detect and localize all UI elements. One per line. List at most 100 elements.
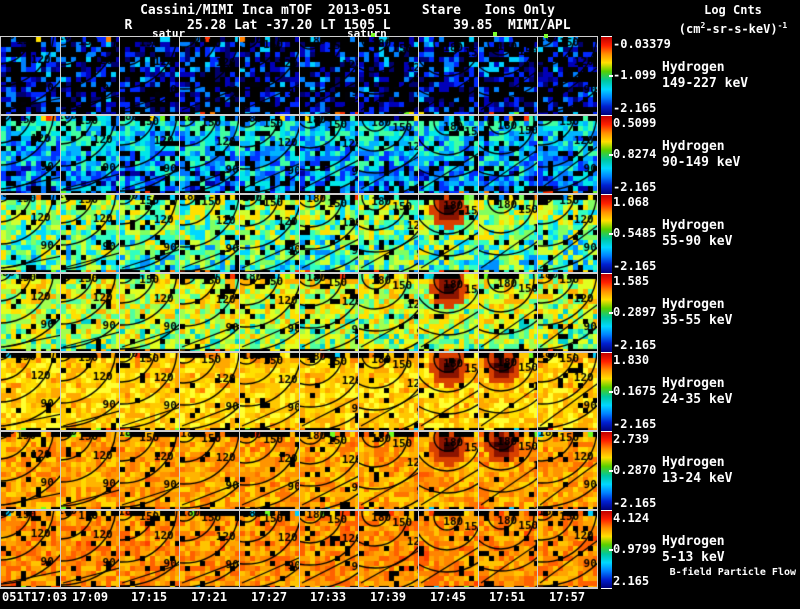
heatmap-panel-r3-c10 bbox=[538, 195, 597, 272]
heatmap-panel-r3-c8 bbox=[419, 195, 478, 272]
energy-band-label-row2: Hydrogen 90-149 keV bbox=[662, 139, 740, 171]
heatmap-panel-r2-c2 bbox=[61, 116, 119, 193]
heatmap-panel-r6-c1 bbox=[1, 432, 60, 509]
heatmap-panel-r1-c9 bbox=[479, 37, 537, 114]
heatmap-panel-r7-c7 bbox=[359, 511, 418, 587]
heatmap-panel-r4-c4 bbox=[180, 274, 239, 351]
energy-range-label: 35-55 keV bbox=[662, 313, 733, 328]
heatmap-panel-r4-c3 bbox=[120, 274, 179, 351]
heatmap-panel-r1-c6 bbox=[300, 37, 358, 114]
time-tick-2: 17:09 bbox=[72, 590, 109, 604]
energy-band-label-row5: Hydrogen 24-35 keV bbox=[662, 376, 732, 408]
energy-band-label-row7: Hydrogen 5-13 keV bbox=[662, 534, 725, 566]
heatmap-panel-r1-c5 bbox=[240, 37, 299, 114]
time-tick-4: 17:21 bbox=[191, 590, 228, 604]
heatmap-panel-r6-c6 bbox=[300, 432, 358, 509]
energy-range-label: 13-24 keV bbox=[662, 471, 733, 486]
heatmap-panel-r2-c9 bbox=[479, 116, 537, 193]
species-label: Hydrogen bbox=[662, 60, 725, 75]
heatmap-panel-r4-c1 bbox=[1, 274, 60, 351]
energy-range-label: 55-90 keV bbox=[662, 234, 733, 249]
heatmap-panel-r7-c3 bbox=[120, 511, 179, 587]
heatmap-panel-r6-c3 bbox=[120, 432, 179, 509]
heatmap-panel-r5-c5 bbox=[240, 353, 299, 430]
heatmap-panel-r2-c7 bbox=[359, 116, 418, 193]
colorbar-units-title: Log Cnts bbox=[704, 3, 762, 17]
heatmap-panel-r3-c4 bbox=[180, 195, 239, 272]
heatmap-panel-r4-c2 bbox=[61, 274, 119, 351]
time-tick-1: 051T17:03 bbox=[2, 590, 68, 604]
heatmap-panel-r2-c4 bbox=[180, 116, 239, 193]
heatmap-panel-r6-c8 bbox=[419, 432, 478, 509]
colorbar-mid-row2: 0.8274 bbox=[613, 147, 657, 161]
colorbar-mid-row1: -1.099 bbox=[613, 68, 657, 82]
energy-range-label: 149-227 keV bbox=[662, 76, 749, 91]
colorbar-mid-tick bbox=[609, 548, 613, 551]
heatmap-panel-r3-c2 bbox=[61, 195, 119, 272]
colorbar-row7 bbox=[601, 510, 612, 589]
saturn-marker-dot-2 bbox=[493, 32, 497, 36]
colorbar-mid-tick bbox=[609, 75, 613, 77]
heatmap-panel-r3-c1 bbox=[1, 195, 60, 272]
energy-band-label-row6: Hydrogen 13-24 keV bbox=[662, 455, 732, 487]
colorbar-mid-tick bbox=[609, 312, 613, 314]
bfield-flow-label: B-field Particle Flow bbox=[669, 567, 796, 578]
time-tick-5: 17:27 bbox=[251, 590, 288, 604]
heatmap-panel-r5-c8 bbox=[419, 353, 478, 430]
colorbar-mid-row3: 0.5485 bbox=[613, 226, 657, 240]
heatmap-panel-r1-c8 bbox=[419, 37, 478, 114]
time-tick-9: 17:51 bbox=[489, 590, 526, 604]
energy-range-label: 90-149 keV bbox=[662, 155, 741, 170]
heatmap-panel-r1-c2 bbox=[61, 37, 119, 114]
heatmap-panel-r4-c10 bbox=[538, 274, 597, 351]
species-label: Hydrogen bbox=[662, 533, 725, 549]
heatmap-panel-r3-c3 bbox=[120, 195, 179, 272]
heatmap-grid bbox=[0, 36, 598, 589]
heatmap-panel-r3-c5 bbox=[240, 195, 299, 272]
heatmap-panel-r6-c7 bbox=[359, 432, 418, 509]
heatmap-panel-r7-c9 bbox=[479, 511, 537, 587]
colorbar-max-row5: 1.830 bbox=[613, 353, 650, 367]
plot-subtitle: R 25.28 Lat -37.20 LT 1505 L 39.85 MIMI/… bbox=[124, 18, 571, 33]
heatmap-panel-r5-c1 bbox=[1, 353, 60, 430]
time-tick-10: 17:57 bbox=[549, 590, 586, 604]
heatmap-panel-r6-c5 bbox=[240, 432, 299, 509]
colorbar-min-row4: -2.165 bbox=[613, 338, 657, 352]
species-label: Hydrogen bbox=[662, 218, 725, 233]
colorbar-max-row3: 1.068 bbox=[613, 195, 650, 209]
heatmap-panel-r1-c10 bbox=[538, 37, 597, 114]
heatmap-panel-r6-c2 bbox=[61, 432, 119, 509]
heatmap-panel-r5-c7 bbox=[359, 353, 418, 430]
heatmap-panel-r1-c7 bbox=[359, 37, 418, 114]
colorbar-max-row1: -0.03379 bbox=[613, 37, 671, 51]
heatmap-panel-r5-c10 bbox=[538, 353, 597, 430]
colorbar-max-row6: 2.739 bbox=[613, 432, 650, 446]
time-tick-3: 17:15 bbox=[131, 590, 168, 604]
energy-band-label-row1: Hydrogen 149-227 keV bbox=[662, 60, 748, 92]
heatmap-panel-r7-c8 bbox=[419, 511, 478, 587]
heatmap-panel-r1-c4 bbox=[180, 37, 239, 114]
colorbar-mid-row7: 0.9799 bbox=[613, 541, 657, 556]
heatmap-panel-r4-c6 bbox=[300, 274, 358, 351]
saturn-label-1: satur bbox=[152, 27, 186, 40]
heatmap-panel-r2-c6 bbox=[300, 116, 358, 193]
colorbar-mid-tick bbox=[609, 233, 613, 235]
energy-range-label: 5-13 keV bbox=[662, 549, 725, 565]
species-label: Hydrogen bbox=[662, 455, 725, 470]
species-label: Hydrogen bbox=[662, 139, 725, 154]
heatmap-panel-r1-c1 bbox=[1, 37, 60, 114]
time-tick-8: 17:45 bbox=[430, 590, 467, 604]
colorbar-max-row7: 4.124 bbox=[613, 511, 650, 525]
heatmap-panel-r2-c5 bbox=[240, 116, 299, 193]
heatmap-panel-r4-c8 bbox=[419, 274, 478, 351]
heatmap-panel-r7-c4 bbox=[180, 511, 239, 587]
saturn-label-2: saturn bbox=[347, 27, 387, 40]
colorbar-min-row6: -2.165 bbox=[613, 496, 657, 510]
heatmap-panel-r3-c9 bbox=[479, 195, 537, 272]
colorbar-mid-tick bbox=[609, 470, 613, 472]
colorbar-mid-row5: 0.1675 bbox=[613, 384, 657, 398]
colorbar-units-formula: (cm2-sr-s-keV)-1 bbox=[678, 21, 788, 36]
heatmap-panel-r5-c6 bbox=[300, 353, 358, 430]
heatmap-panel-r1-c3 bbox=[120, 37, 179, 114]
